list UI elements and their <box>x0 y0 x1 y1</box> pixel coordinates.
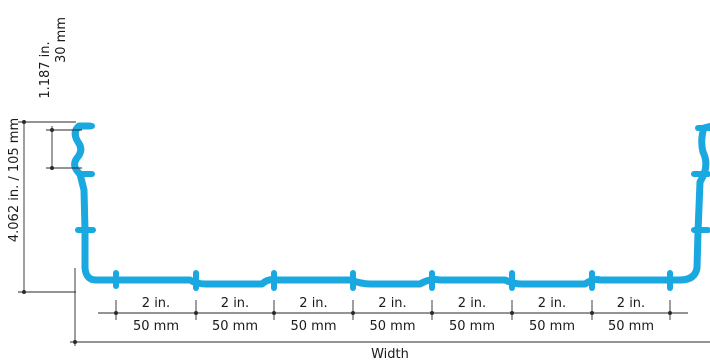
spacing-inches-label: 2 in. <box>458 296 486 311</box>
width-label: Width <box>371 347 409 362</box>
spacing-inches-label: 2 in. <box>221 296 249 311</box>
spacing-inches-label: 2 in. <box>378 296 406 311</box>
spacing-mm-label: 50 mm <box>529 319 575 334</box>
spacing-inches-label: 2 in. <box>299 296 327 311</box>
spacing-dot <box>114 311 118 315</box>
panel-profile <box>71 122 710 291</box>
spacing-inches-label: 2 in. <box>142 296 170 311</box>
spacing-ticks <box>114 300 672 320</box>
flange-mm-label: 30 mm <box>54 17 69 63</box>
flange-dot <box>50 128 54 132</box>
spacing-dot <box>351 311 355 315</box>
profile-ribs <box>75 123 710 291</box>
spacing-inches-label: 2 in. <box>617 296 645 311</box>
spacing-mm-label: 50 mm <box>369 319 415 334</box>
spacing-dot <box>590 311 594 315</box>
spacing-dot <box>194 311 198 315</box>
flange-dot <box>50 166 54 170</box>
height-label: 4.062 in. / 105 mm <box>7 118 22 242</box>
spacing-labels: 2 in. 50 mm 2 in. 50 mm 2 in. 50 mm 2 in. 50 mm… <box>133 296 654 334</box>
spacing-mm-label: 50 mm <box>290 319 336 334</box>
spacing-mm-label: 50 mm <box>449 319 495 334</box>
spacing-dot <box>272 311 276 315</box>
spacing-mm-label: 50 mm <box>133 319 179 334</box>
spacing-dimensions: 2 in. 50 mm 2 in. 50 mm 2 in. 50 mm 2 in. 50 mm… <box>98 296 688 334</box>
spacing-dot <box>510 311 514 315</box>
spacing-dot <box>430 311 434 315</box>
top-flange-dimension: 1.187 in. 30 mm <box>38 17 82 170</box>
spacing-mm-label: 50 mm <box>212 319 258 334</box>
height-dot <box>22 120 26 124</box>
profile-outline <box>71 122 710 288</box>
flange-inches-label: 1.187 in. <box>38 41 53 98</box>
width-dot <box>73 340 77 344</box>
spacing-mm-label: 50 mm <box>608 319 654 334</box>
spacing-inches-label: 2 in. <box>538 296 566 311</box>
width-dimension: Width <box>70 268 710 362</box>
spacing-dot <box>668 311 672 315</box>
height-dot <box>22 290 26 294</box>
height-dimension: 4.062 in. / 105 mm <box>7 118 76 294</box>
